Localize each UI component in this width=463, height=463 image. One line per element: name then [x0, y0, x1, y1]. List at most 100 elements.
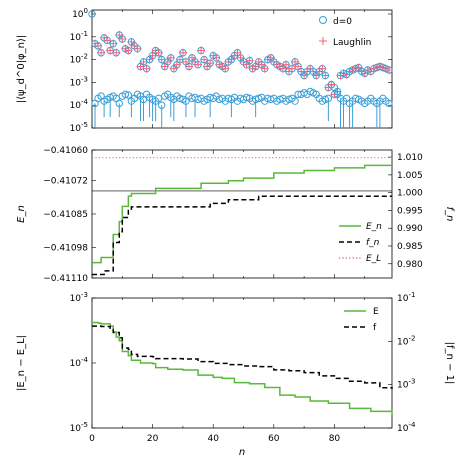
y-tick-label: 10-1: [70, 30, 88, 43]
laughlin-point: [200, 55, 209, 64]
bottom-xlabel: n: [239, 447, 245, 458]
y-tick-label: 10-3: [70, 291, 88, 304]
middle-y2label: f_n: [444, 207, 455, 222]
d0-point: [321, 95, 330, 104]
d0-point: [115, 99, 123, 108]
y2-tick-label: 1.000: [397, 189, 423, 199]
laughlin-point: [327, 80, 336, 89]
laughlin-point: [172, 60, 181, 69]
laughlin-point: [288, 64, 296, 73]
laughlin-point: [94, 41, 103, 50]
laughlin-point: [194, 60, 203, 69]
legend-marker-laughlin: [319, 37, 327, 45]
laughlin-point: [148, 51, 157, 60]
laughlin-point: [175, 55, 184, 64]
series-fn: [92, 195, 392, 276]
laughlin-point: [97, 48, 106, 57]
laughlin-point: [106, 46, 115, 55]
legend-f-label: f: [373, 323, 377, 333]
y-tick-label: 10-4: [70, 356, 89, 369]
d0-point: [351, 94, 360, 103]
y2-tick-label: 0.980: [397, 260, 423, 270]
series-f: [92, 325, 393, 389]
legend-el-label: E_L: [366, 254, 381, 264]
y2-tick-label: 10-2: [397, 334, 415, 347]
laughlin-point: [184, 62, 193, 71]
laughlin-point: [109, 39, 118, 48]
y2-tick-label: 0.990: [397, 224, 423, 234]
y2-tick-label: 10-3: [397, 378, 415, 391]
laughlin-point: [103, 36, 112, 45]
d0-point: [176, 94, 184, 103]
legend-label-laughlin: Laughlin: [333, 38, 371, 48]
y-tick-label: 10-4: [70, 98, 89, 111]
legend-en-label: E_n: [366, 222, 382, 232]
laughlin-point: [294, 62, 303, 71]
legend-label-d0: d=0: [333, 17, 352, 27]
laughlin-point: [154, 48, 163, 57]
middle-panel-frame: [91, 149, 393, 279]
bottom-panel-frame: [91, 297, 393, 429]
laughlin-point: [124, 46, 133, 55]
laughlin-point: [139, 57, 148, 66]
y2-tick-label: 0.985: [397, 242, 423, 252]
laughlin-point: [142, 64, 151, 73]
x-tick-label: 60: [268, 434, 280, 444]
d0-point: [291, 97, 299, 105]
laughlin-point: [206, 59, 215, 68]
series-e: [92, 321, 393, 415]
laughlin-point: [321, 71, 330, 80]
y2-tick-label: 10-1: [397, 291, 415, 304]
legend-fn-label: f_n: [366, 238, 380, 248]
laughlin-point: [384, 66, 393, 75]
y2-tick-label: 1.010: [397, 153, 423, 163]
y-tick-label: 10-3: [70, 75, 88, 88]
laughlin-point: [281, 60, 290, 69]
laughlin-point: [112, 48, 121, 57]
bottom-y2label: |f_n − 1|: [444, 342, 455, 385]
d0-point: [88, 10, 96, 18]
laughlin-point: [197, 46, 206, 55]
top-ylabel: |⟨ψ_d^0|φ_n⟩|: [16, 35, 27, 104]
d0-point: [385, 99, 393, 108]
x-tick-label: 0: [89, 434, 95, 444]
laughlin-point: [212, 53, 221, 62]
y-tick-label: −0.41098: [43, 243, 88, 253]
d0-point: [124, 91, 133, 99]
laughlin-point: [318, 64, 327, 73]
y-tick-label: −0.41060: [43, 146, 88, 156]
y2-tick-label: 0.995: [397, 206, 423, 216]
d0-point: [324, 94, 333, 103]
laughlin-point: [333, 87, 342, 96]
d0-point: [254, 94, 263, 103]
y2-tick-label: 1.005: [397, 171, 423, 181]
y-tick-label: 100: [72, 7, 88, 20]
legend-e-label: E: [373, 307, 379, 317]
bottom-ylabel: |E_n − E_L|: [16, 335, 27, 391]
x-tick-label: 80: [329, 434, 341, 444]
legend-marker-d0: [319, 16, 327, 24]
d0-point: [242, 93, 251, 102]
d0-point: [157, 101, 166, 109]
laughlin-point: [221, 64, 230, 73]
y2-tick-label: 10-4: [397, 421, 416, 434]
laughlin-point: [260, 64, 269, 73]
y-tick-label: −0.41072: [43, 177, 88, 187]
y-tick-label: 10-2: [70, 53, 88, 66]
y-tick-label: −0.41085: [43, 210, 88, 220]
laughlin-point: [245, 56, 254, 65]
series-en: [92, 164, 392, 264]
y-tick-label: 10-5: [70, 121, 88, 134]
laughlin-point: [166, 53, 175, 62]
laughlin-point: [233, 48, 242, 57]
laughlin-point: [157, 55, 166, 64]
y-tick-label: −0.41110: [43, 274, 88, 284]
laughlin-point: [118, 35, 127, 44]
middle-ylabel: E_n: [16, 205, 27, 223]
laughlin-point: [133, 44, 142, 53]
x-tick-label: 20: [147, 434, 159, 444]
x-tick-label: 40: [207, 434, 219, 444]
d0-point: [121, 90, 130, 99]
laughlin-point: [178, 48, 187, 57]
